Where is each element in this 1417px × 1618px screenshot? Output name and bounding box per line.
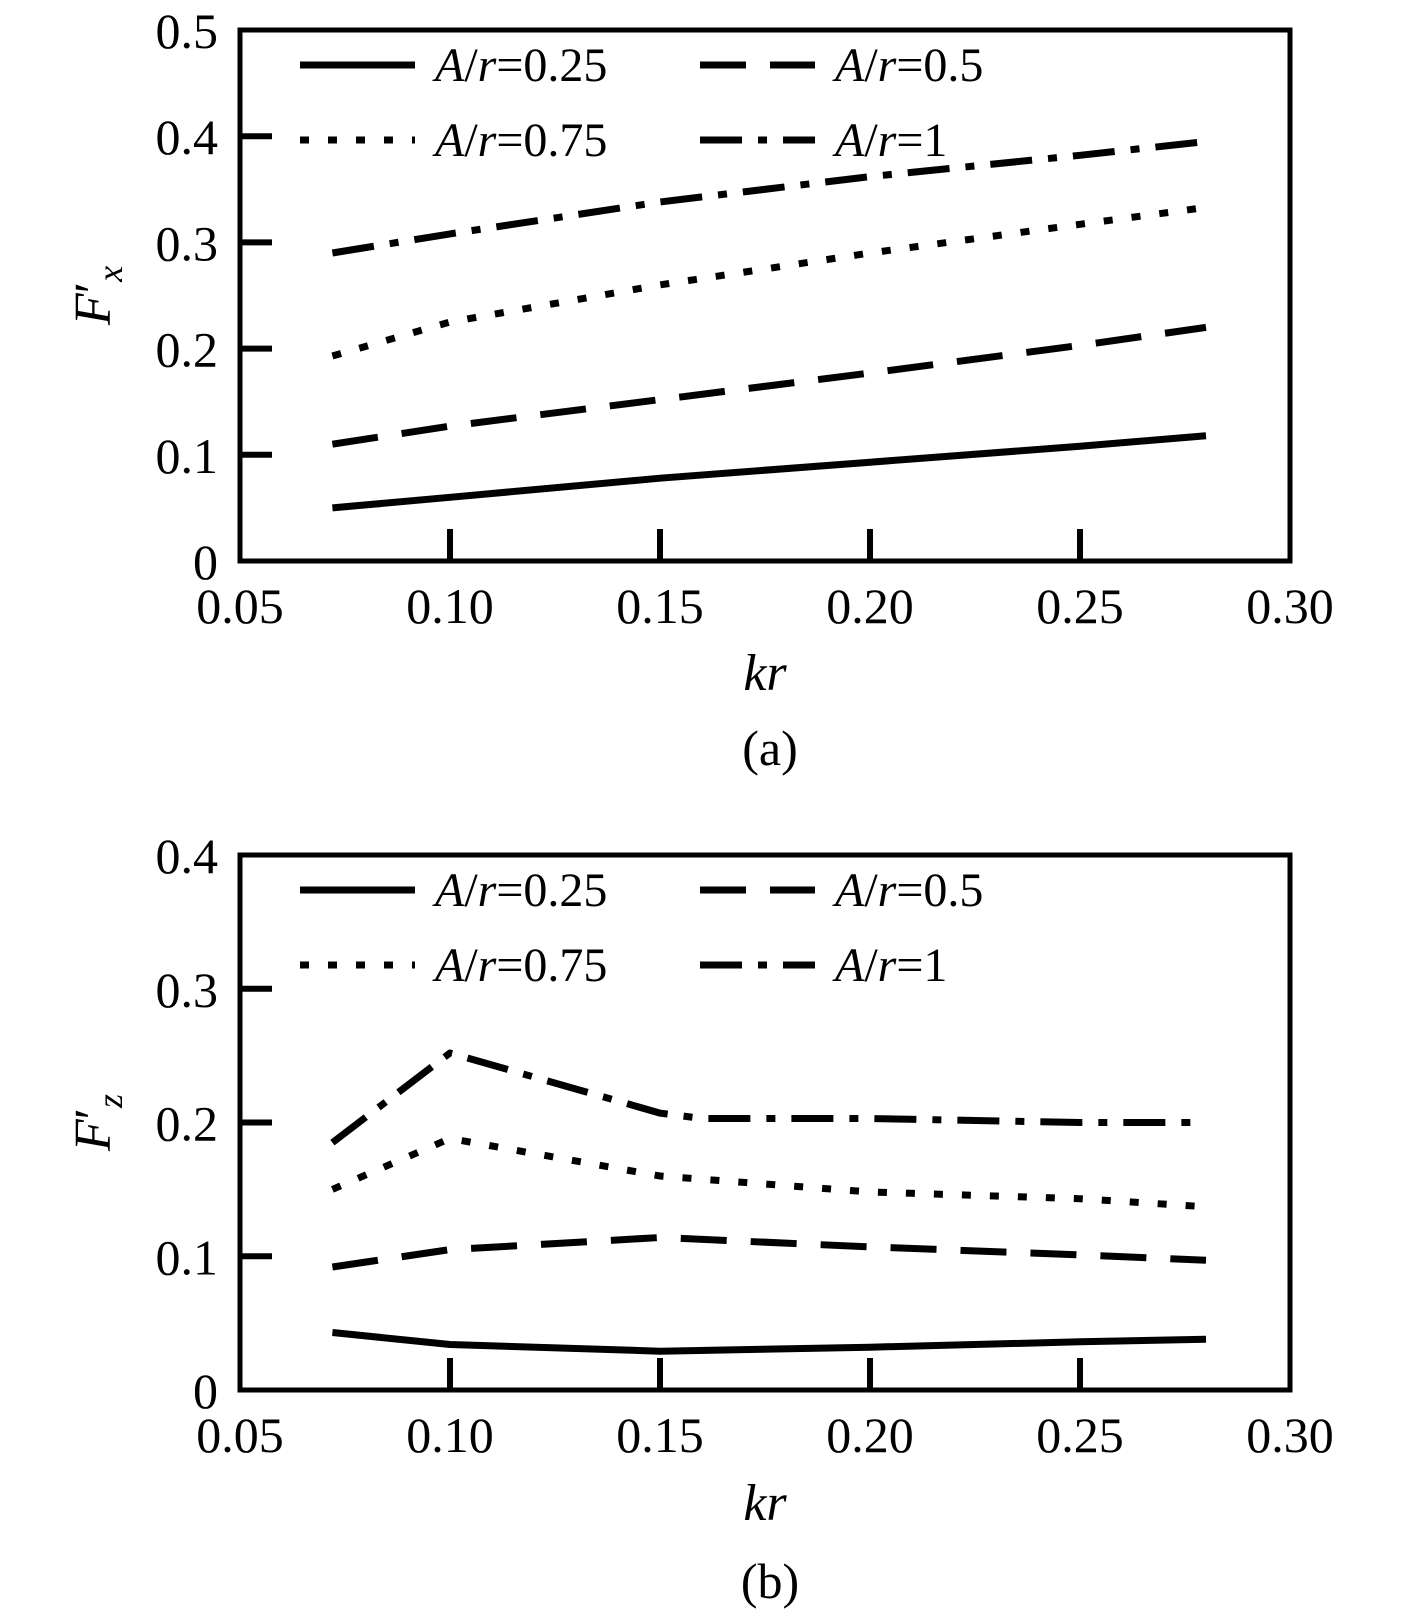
y-tick-label: 0.1: [156, 1229, 219, 1285]
x-axis-title: kr: [743, 1475, 787, 1532]
panel-a: 0.05 0.10 0.15 0.20 0.25 0.30 0 0.1 0.2 0.3 0.4 0.5…: [65, 3, 1334, 776]
legend-label: A/r=0.25: [432, 39, 607, 92]
y-tick-label: 0.4: [156, 828, 219, 884]
x-tick-label: 0.05: [196, 578, 284, 634]
x-tick-label: 0.05: [196, 1407, 284, 1463]
x-tick-label: 0.30: [1246, 1407, 1334, 1463]
y-tick-label: 0.3: [156, 215, 219, 271]
series-line-dotted: [331, 203, 1207, 360]
y-axis-title: F′x: [65, 266, 130, 326]
y-tick-label: 0.3: [156, 962, 219, 1018]
x-tick-label: 0.10: [406, 578, 494, 634]
y-axis-title: F′z: [65, 1094, 130, 1152]
y-tick-label: 0: [193, 1363, 218, 1419]
panel-caption: (b): [741, 1553, 799, 1609]
legend-label: A/r=0.75: [432, 939, 607, 992]
y-tick-label: 0.5: [156, 3, 219, 59]
x-axis-title: kr: [743, 645, 787, 702]
x-tick-label: 0.10: [406, 1407, 494, 1463]
y-tick-label: 0.1: [156, 428, 219, 484]
legend-label: A/r=1: [832, 939, 947, 992]
legend-label: A/r=0.5: [832, 864, 983, 917]
series-line-dashed: [331, 323, 1207, 448]
legend-label: A/r=1: [832, 114, 947, 167]
series-line-dashdot: [331, 138, 1207, 257]
plot-frame: [237, 27, 1293, 564]
y-tick-label: 0.4: [156, 109, 219, 165]
series-line-solid: [332, 1329, 1207, 1355]
x-tick-label: 0.25: [1036, 578, 1124, 634]
series-line-solid: [332, 432, 1207, 512]
y-tick-label: 0.2: [156, 322, 219, 378]
x-tick-label: 0.30: [1246, 578, 1334, 634]
legend-label: A/r=0.5: [832, 39, 983, 92]
x-tick-label: 0.15: [616, 1407, 704, 1463]
series-line-dashdot: [330, 1049, 1206, 1146]
panel-caption: (a): [742, 720, 798, 776]
series-line-dashed: [331, 1234, 1207, 1271]
x-tick-label: 0.20: [826, 1407, 914, 1463]
legend-label: A/r=0.75: [432, 114, 607, 167]
series-line-dotted: [331, 1135, 1207, 1211]
x-tick-label: 0.25: [1036, 1407, 1124, 1463]
y-tick-label: 0.2: [156, 1096, 219, 1152]
panel-b: 0.05 0.10 0.15 0.20 0.25 0.30 0 0.1 0.2 0.3 0.4 A/r…: [65, 828, 1334, 1609]
legend-label: A/r=0.25: [432, 864, 607, 917]
y-tick-label: 0: [193, 534, 218, 590]
x-tick-label: 0.15: [616, 578, 704, 634]
x-tick-label: 0.20: [826, 578, 914, 634]
